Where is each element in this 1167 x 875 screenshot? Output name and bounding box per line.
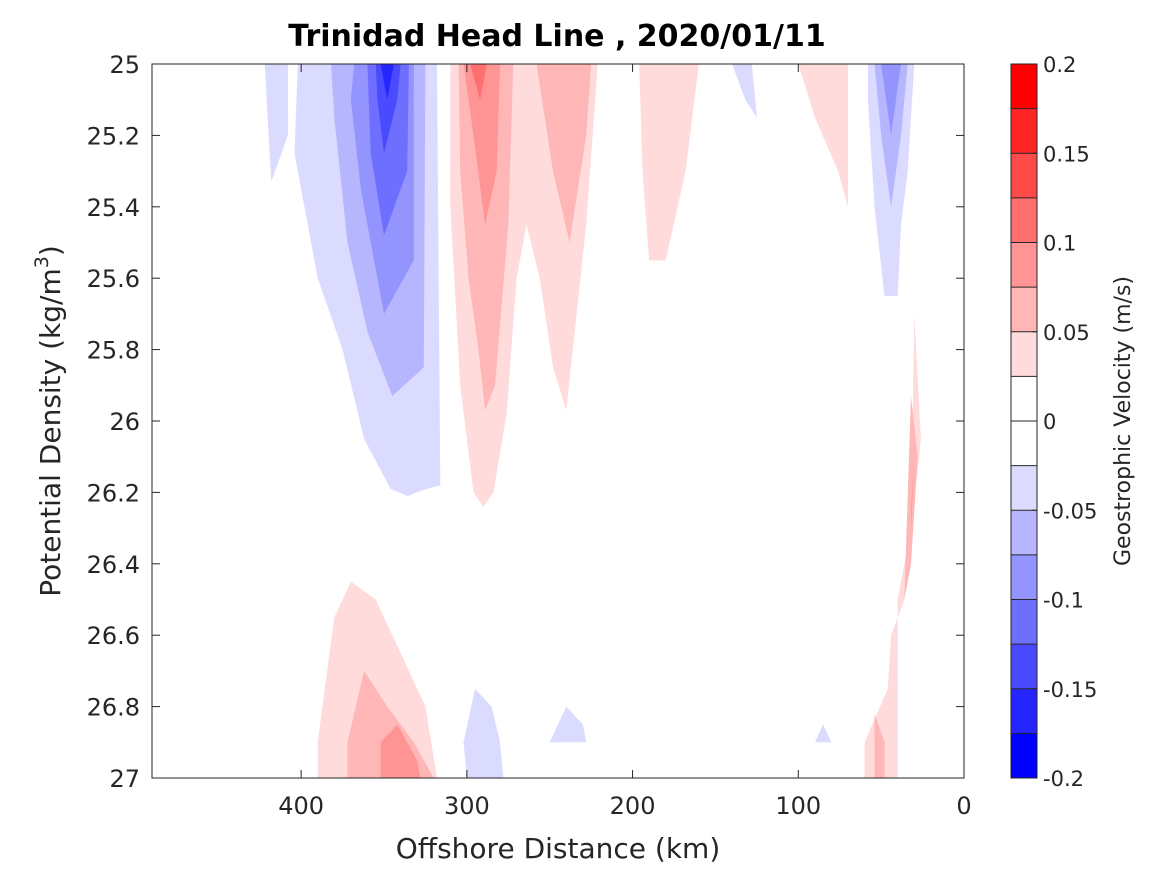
x-axis-ticks: 400 300 200 100 0: [278, 64, 972, 820]
colorbar-level: [1011, 644, 1037, 689]
contour-region: [463, 64, 500, 225]
contour-region: [470, 64, 487, 100]
colorbar-tick-label: 0: [1043, 410, 1056, 434]
colorbar-level: [1011, 733, 1037, 778]
colorbar-tick-label: 0.1: [1043, 232, 1076, 256]
contour-region: [814, 724, 832, 743]
colorbar-level: [1011, 554, 1037, 600]
y-tick-label: 25: [109, 51, 140, 79]
contour-region: [380, 724, 421, 778]
contour-region: [904, 396, 918, 600]
colorbar-level: [1011, 331, 1037, 377]
contour-region: [380, 64, 394, 100]
colorbar-tick-label: -0.05: [1043, 499, 1097, 523]
y-tick-label: 26.8: [87, 694, 140, 722]
colorbar-level: [1011, 421, 1037, 466]
y-tick-label: 27: [109, 765, 140, 793]
y-tick-label: 25.2: [87, 122, 140, 150]
x-tick-label: 400: [278, 792, 324, 820]
contour-region: [463, 688, 504, 778]
contour-region: [375, 64, 401, 154]
colorbar-level: [1011, 599, 1037, 645]
colorbar-level: [1011, 510, 1037, 555]
colorbar-level: [1011, 197, 1037, 243]
chart-title: Trinidad Head Line , 2020/01/11: [288, 19, 825, 54]
y-tick-label: 25.6: [87, 265, 140, 293]
y-tick-label: 26: [109, 408, 140, 436]
colorbar-label: Geostrophic Velocity (m/s): [1111, 276, 1136, 566]
y-tick-label: 25.4: [87, 194, 140, 222]
contour-region: [874, 713, 885, 778]
x-tick-label: 200: [610, 792, 656, 820]
y-tick-label: 26.6: [87, 622, 140, 650]
contour-region: [798, 64, 848, 207]
colorbar-tick-label: -0.2: [1043, 767, 1084, 791]
contour-region: [317, 581, 437, 778]
x-tick-label: 300: [444, 792, 490, 820]
y-axis-label: Potential Density (kg/m3): [31, 245, 67, 597]
x-axis-label: Offshore Distance (km): [396, 832, 721, 865]
y-tick-label: 26.4: [87, 551, 140, 579]
colorbar-level: [1011, 64, 1037, 109]
colorbar-level: [1011, 242, 1037, 288]
y-tick-label: 26.2: [87, 479, 140, 507]
colorbar-level: [1011, 153, 1037, 198]
contour-region: [732, 64, 757, 118]
colorbar-level: [1011, 688, 1037, 734]
contour-fills: [264, 64, 921, 778]
colorbar-tick-label: 0.05: [1043, 321, 1090, 345]
contour-region: [911, 456, 915, 529]
contour-region: [639, 64, 699, 261]
contour-region: [541, 706, 587, 778]
y-axis-label-main: Potential Density (kg/m: [34, 268, 67, 597]
colorbar-level: [1011, 108, 1037, 154]
plot-area: 400 300 200 100 0 25 25.2 25.4 25.6 25.8 26 26.2 26…: [87, 51, 972, 820]
colorbar-tick-label: 0.15: [1043, 142, 1090, 166]
y-tick-label: 25.8: [87, 337, 140, 365]
contour-region: [881, 64, 901, 136]
contour-region: [536, 64, 592, 243]
colorbar-tick-label: -0.1: [1043, 589, 1084, 613]
colorbar-tick-label: -0.15: [1043, 678, 1097, 702]
colorbar-level: [1011, 465, 1037, 511]
x-tick-label: 100: [775, 792, 821, 820]
y-axis-label-close: ): [34, 245, 67, 256]
y-axis-ticks: 25 25.2 25.4 25.6 25.8 26 26.2 26.4 26.6 26.8 27: [87, 51, 964, 793]
y-axis-label-superscript: 3: [31, 256, 53, 268]
colorbar-tick-label: 0.2: [1043, 53, 1076, 77]
colorbar-level: [1011, 287, 1037, 332]
x-tick-label: 0: [956, 792, 971, 820]
colorbar-level: [1011, 376, 1037, 421]
contour-region: [458, 64, 514, 411]
contour-region: [264, 64, 288, 182]
contour-region: [367, 64, 409, 236]
colorbar-ticks: 0.2 0.15 0.1 0.05 0 -0.05 -0.1 -0.15 -0.2: [1032, 53, 1097, 791]
